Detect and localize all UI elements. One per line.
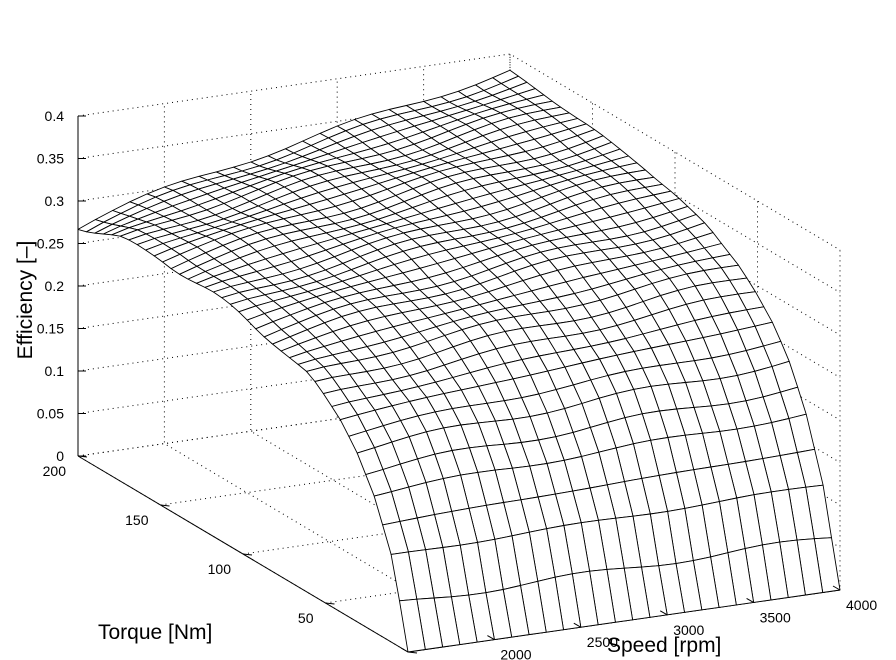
z-tick-label: 0.15 — [37, 321, 64, 337]
y-tick-4 — [77, 455, 88, 458]
x-tick-0 — [400, 647, 409, 653]
y-tick-1 — [325, 602, 335, 605]
z-tick-label: 0.35 — [37, 151, 64, 167]
x-tick-label: 2500 — [587, 634, 618, 650]
x-tick-1 — [487, 635, 495, 641]
x-tick-label: 2000 — [500, 647, 531, 660]
y-tick-label: 50 — [298, 610, 314, 626]
y-axis-label: Torque [Nm] — [98, 621, 212, 644]
x-tick-5 — [832, 585, 841, 591]
x-tick-3 — [659, 610, 668, 616]
z-axis-label: Efficiency [–] — [14, 241, 37, 360]
y-tick-label: 100 — [208, 561, 232, 577]
y-tick-3 — [160, 504, 170, 507]
y-tick-label: 150 — [125, 512, 149, 528]
y-tick-0 — [407, 651, 418, 654]
y-tick-label: 200 — [43, 463, 67, 479]
z-tick-label: 0.1 — [45, 363, 65, 379]
grid-line-z-1 — [77, 350, 841, 548]
z-tick-label: 0.3 — [45, 193, 65, 209]
z-tick-label: 0.05 — [37, 406, 64, 422]
x-tick-4 — [746, 597, 754, 603]
grid-line-z-3 — [77, 265, 841, 463]
x-tick-label: 4000 — [846, 597, 877, 613]
z-tick-label: 0.4 — [45, 108, 65, 124]
z-tick-label: 0.2 — [45, 278, 65, 294]
y-tick-2 — [242, 553, 253, 556]
x-axis-label: Speed [rpm] — [607, 634, 721, 657]
x-tick-label: 3000 — [673, 622, 704, 638]
grid-line-y-4 — [77, 54, 511, 457]
surface-mesh — [77, 69, 841, 653]
x-tick-label: 3500 — [760, 609, 791, 625]
z-tick-label: 0 — [56, 448, 64, 464]
grid-line-z-7 — [77, 95, 841, 293]
surface-cell — [399, 598, 426, 653]
grid-line-z-8 — [77, 53, 841, 251]
x-tick-2 — [573, 622, 582, 628]
grid-line-z-2 — [77, 308, 841, 506]
z-tick-label: 0.25 — [37, 236, 64, 252]
grid-line-y-3 — [160, 103, 593, 506]
